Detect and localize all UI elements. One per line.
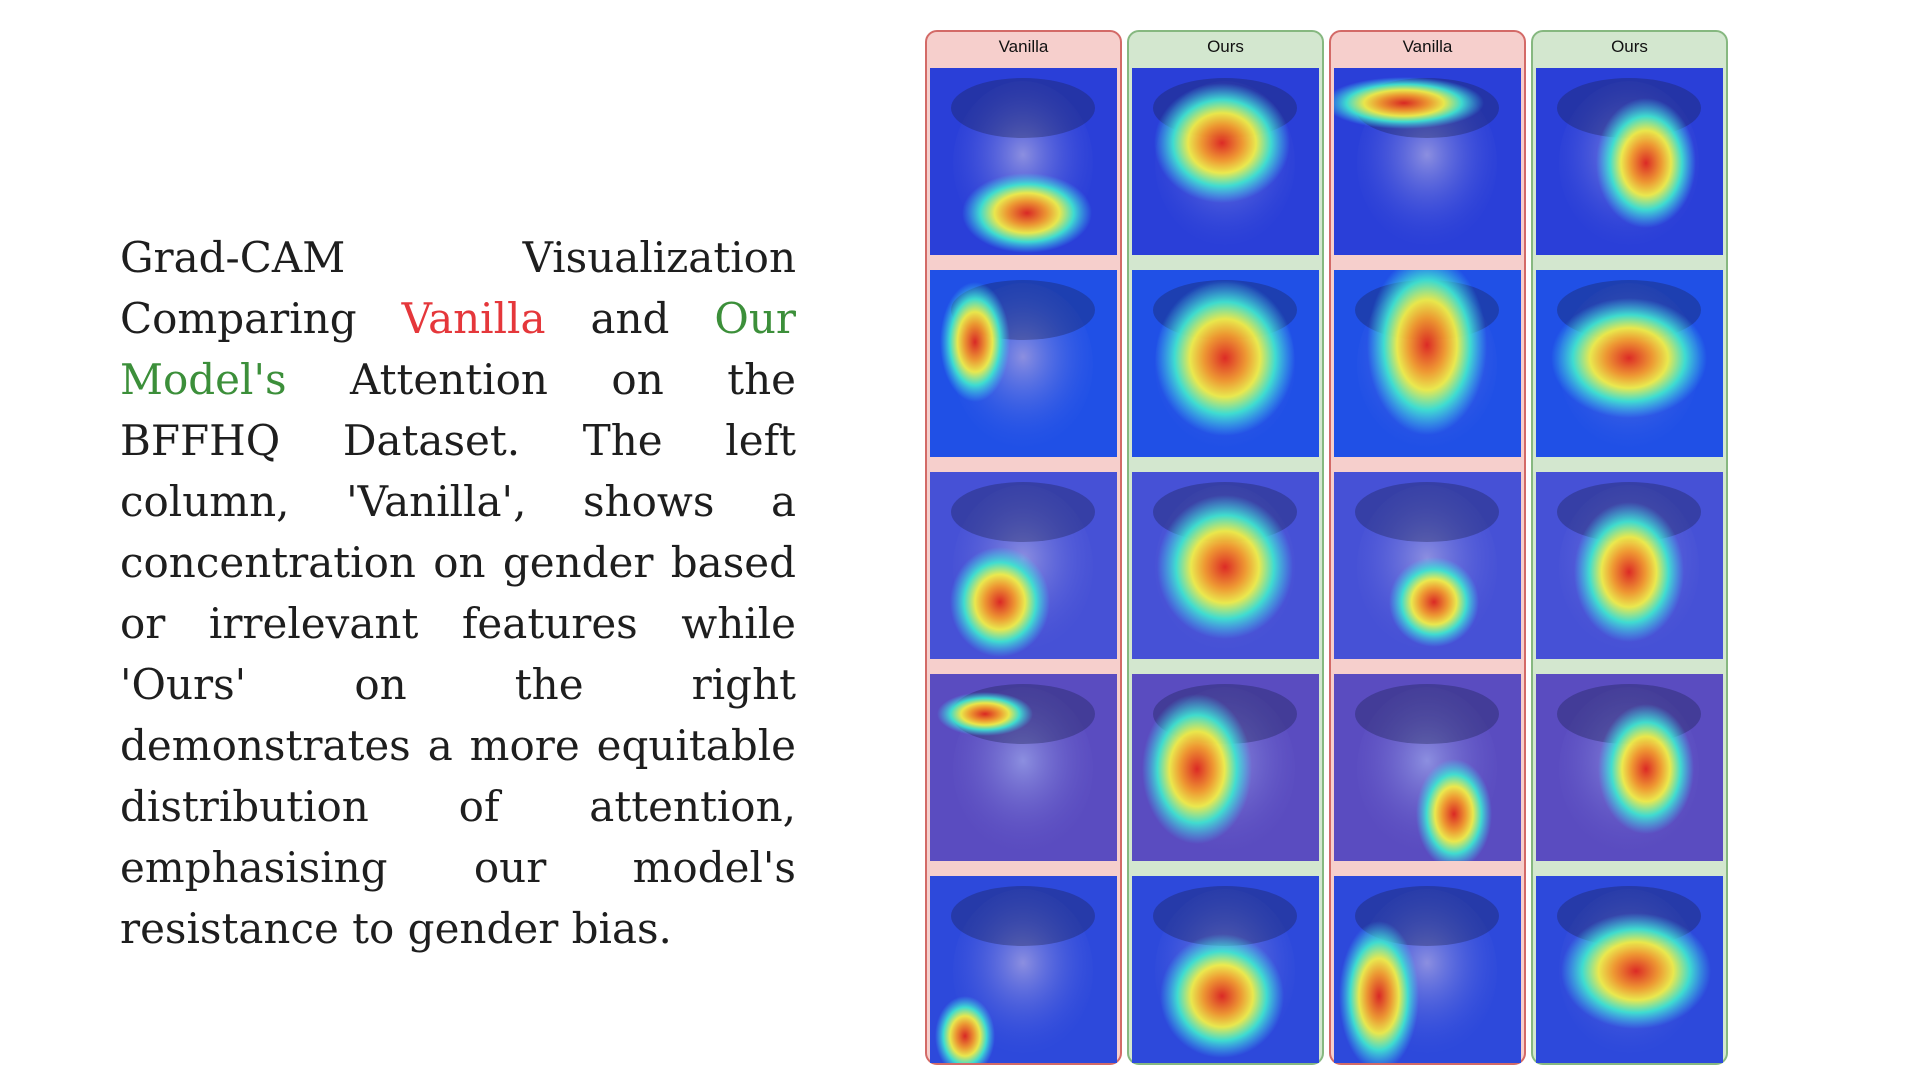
gradcam-image bbox=[1536, 270, 1723, 457]
gradcam-image bbox=[1132, 674, 1319, 861]
gradcam-image bbox=[1132, 68, 1319, 255]
gradcam-image bbox=[1334, 68, 1521, 255]
figure-caption: Grad-CAM Visualization Comparing Vanilla… bbox=[120, 227, 796, 959]
caption-part-2: and bbox=[545, 294, 715, 343]
caption-ours-highlight: Our Model's bbox=[120, 294, 796, 404]
caption-part-1: Grad-CAM Visualization Comparing bbox=[120, 233, 796, 343]
caption-vanilla-highlight: Vanilla bbox=[401, 294, 546, 343]
gradcam-image bbox=[1334, 472, 1521, 659]
column-header: Vanilla bbox=[998, 37, 1049, 56]
column-vanilla-1: Vanilla bbox=[925, 30, 1122, 1065]
column-ours-2: Ours bbox=[1531, 30, 1728, 1065]
gradcam-image bbox=[930, 68, 1117, 255]
column-header: Ours bbox=[1207, 37, 1244, 56]
gradcam-image bbox=[1132, 270, 1319, 457]
column-ours-1: Ours bbox=[1127, 30, 1324, 1065]
column-header: Vanilla bbox=[1402, 37, 1453, 56]
gradcam-image bbox=[1536, 674, 1723, 861]
column-header: Ours bbox=[1611, 37, 1648, 56]
gradcam-image bbox=[930, 674, 1117, 861]
gradcam-image bbox=[1132, 472, 1319, 659]
gradcam-image bbox=[1334, 876, 1521, 1063]
gradcam-image bbox=[1334, 270, 1521, 457]
gradcam-image bbox=[1536, 472, 1723, 659]
gradcam-image bbox=[1536, 876, 1723, 1063]
caption-part-3: Attention on the BFFHQ Dataset. The left… bbox=[120, 355, 796, 953]
gradcam-image bbox=[930, 472, 1117, 659]
column-vanilla-2: Vanilla bbox=[1329, 30, 1526, 1065]
gradcam-image bbox=[930, 270, 1117, 457]
gradcam-image bbox=[1334, 674, 1521, 861]
gradcam-image bbox=[930, 876, 1117, 1063]
gradcam-figure-grid: Vanilla Ours Vanilla Ours bbox=[925, 30, 1730, 1065]
gradcam-image bbox=[1132, 876, 1319, 1063]
gradcam-image bbox=[1536, 68, 1723, 255]
